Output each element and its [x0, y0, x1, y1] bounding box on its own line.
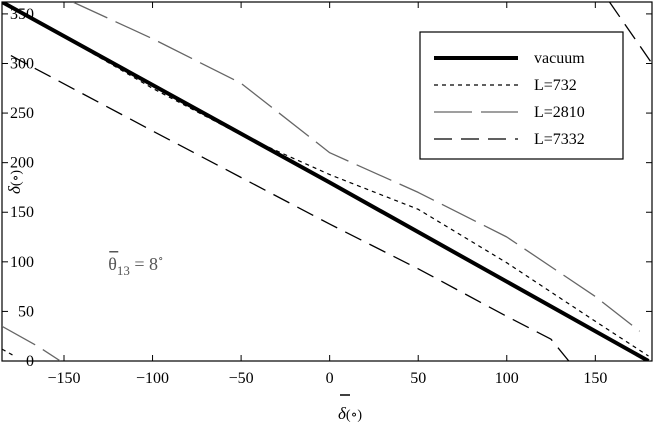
legend-label: L=7332 [534, 131, 585, 148]
x-tick-label: 50 [410, 370, 426, 387]
series-layer [2, 2, 652, 361]
legend-box [419, 31, 624, 160]
axis-titles: δ(∘) δ(∘) [5, 170, 362, 423]
series-line-l-7332 [10, 55, 570, 361]
y-tick-label: 300 [10, 55, 34, 72]
annotation-equals: = 8 [130, 254, 158, 274]
legend: vacuum L=732 L=2810 L=7332 [419, 31, 624, 160]
plot-frame [1, 1, 653, 362]
x-tick-label: −150 [47, 370, 80, 387]
annotation-degree: ∘ [158, 253, 163, 265]
series-line-l-2810 [2, 325, 61, 361]
series-line-l-7332 [608, 2, 652, 64]
y-tick-label: 250 [10, 105, 34, 122]
x-tick-label: 100 [495, 370, 519, 387]
y-tick-label: 50 [18, 303, 34, 320]
chart-axes: −150 −100 −50 0 50 100 15005010015020025030035… [1, 1, 653, 387]
annotation-subscript: 13 [117, 263, 130, 278]
theta13-annotation: θ13 = 8∘ [108, 253, 163, 278]
series-clipped [2, 2, 652, 361]
legend-label: L=2810 [534, 104, 585, 121]
x-tick-label: −100 [136, 370, 169, 387]
x-tick-label: 150 [583, 370, 607, 387]
x-tick-label: −50 [229, 370, 254, 387]
series-line-l-732 [2, 348, 15, 357]
y-tick-label: 100 [10, 254, 34, 271]
y-tick-label: 200 [10, 155, 34, 172]
x-tick-label: 0 [326, 370, 334, 387]
y-tick-label: 150 [10, 204, 34, 221]
x-axis-unit: (∘) [346, 408, 363, 423]
series-line-vacuum [2, 2, 650, 361]
legend-label: vacuum [534, 50, 585, 67]
y-axis-symbol: δ [5, 185, 24, 194]
x-axis-title: δ(∘) [338, 404, 362, 423]
series-line-l-2810 [72, 2, 641, 332]
y-tick-label: 0 [26, 353, 34, 370]
y-axis-unit: (∘) [9, 170, 24, 187]
series-line-l-732 [2, 2, 649, 357]
legend-label: L=732 [534, 77, 577, 94]
annotation-layer: θ13 = 8∘ [108, 251, 163, 278]
x-axis-symbol: δ [338, 404, 347, 423]
annotation-symbol: θ [108, 254, 117, 274]
y-axis-title: δ(∘) [5, 170, 24, 194]
